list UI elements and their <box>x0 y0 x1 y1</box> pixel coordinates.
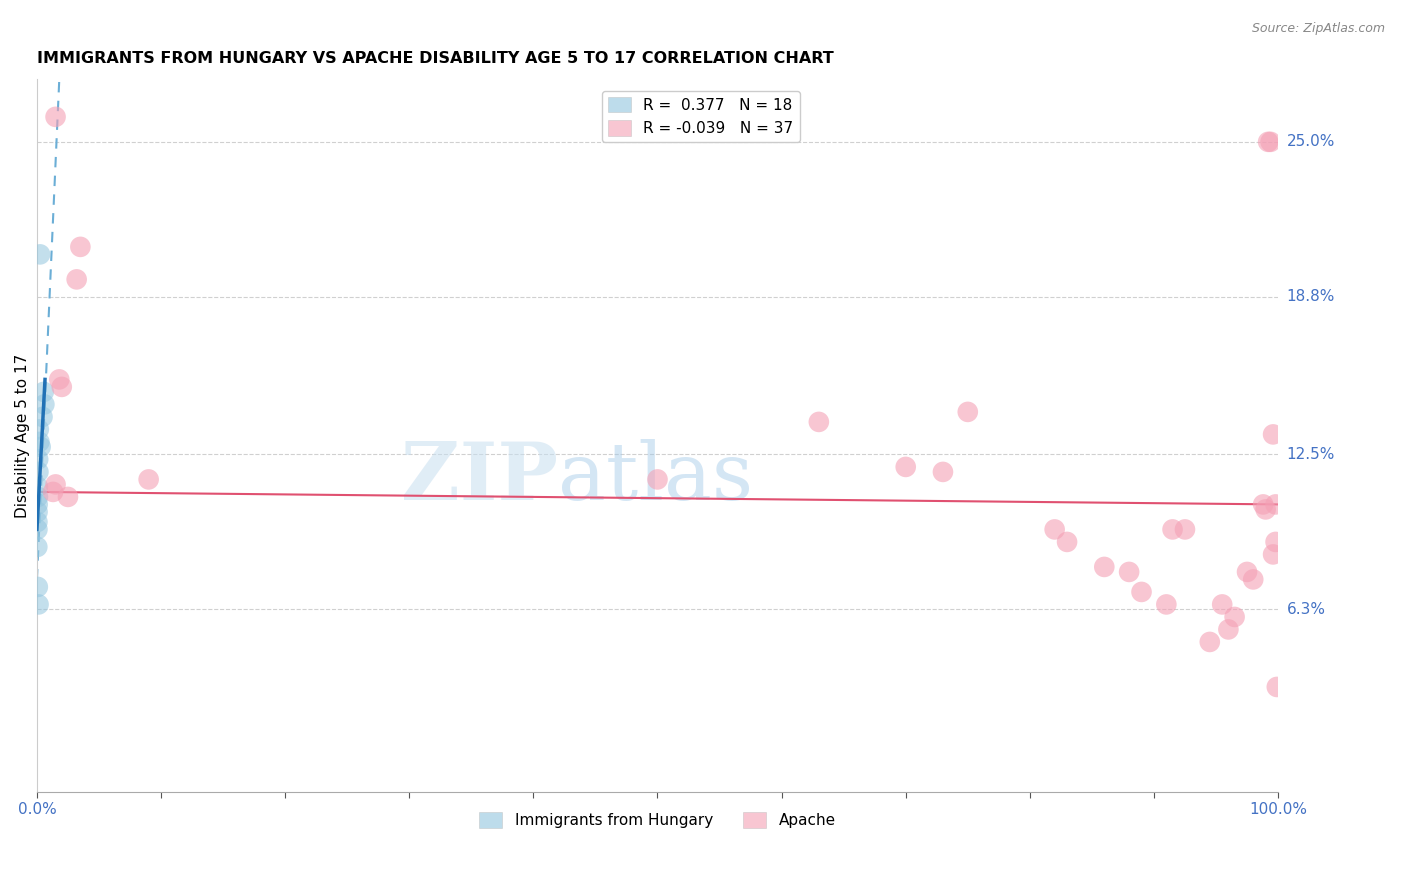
Point <box>27 465 49 479</box>
Point <box>1264 497 1286 511</box>
Point <box>27 490 49 504</box>
Point <box>1092 560 1115 574</box>
Point <box>56 490 79 504</box>
Point <box>807 415 830 429</box>
Point <box>30 440 52 454</box>
Point <box>1174 523 1197 537</box>
Point <box>1118 565 1140 579</box>
Point <box>27 540 49 554</box>
Point <box>1211 598 1233 612</box>
Point <box>1161 523 1184 537</box>
Point <box>1218 623 1240 637</box>
Point <box>34 397 56 411</box>
Point <box>27 598 49 612</box>
Point <box>1251 497 1274 511</box>
Text: 18.8%: 18.8% <box>1286 289 1334 304</box>
Point <box>27 523 49 537</box>
Point <box>1261 427 1284 442</box>
Text: atlas: atlas <box>558 440 754 517</box>
Point <box>1156 598 1178 612</box>
Point <box>66 272 89 286</box>
Point <box>42 484 65 499</box>
Point <box>1261 548 1284 562</box>
Point <box>1236 565 1258 579</box>
Point <box>27 580 49 594</box>
Point <box>28 247 51 261</box>
Point <box>1265 680 1288 694</box>
Point <box>1223 610 1246 624</box>
Point <box>27 452 49 467</box>
Text: 6.3%: 6.3% <box>1286 602 1326 617</box>
Point <box>31 409 53 424</box>
Point <box>69 240 91 254</box>
Point <box>138 472 160 486</box>
Point <box>1260 135 1282 149</box>
Point <box>956 405 979 419</box>
Text: 12.5%: 12.5% <box>1286 447 1334 462</box>
Point <box>1254 502 1277 516</box>
Point <box>27 497 49 511</box>
Point <box>894 459 917 474</box>
Point <box>27 505 49 519</box>
Text: IMMIGRANTS FROM HUNGARY VS APACHE DISABILITY AGE 5 TO 17 CORRELATION CHART: IMMIGRANTS FROM HUNGARY VS APACHE DISABI… <box>37 51 834 66</box>
Point <box>1130 585 1153 599</box>
Point <box>32 384 55 399</box>
Point <box>647 472 669 486</box>
Point <box>1198 635 1220 649</box>
Text: Source: ZipAtlas.com: Source: ZipAtlas.com <box>1251 22 1385 36</box>
Text: 25.0%: 25.0% <box>1286 135 1334 149</box>
Point <box>45 110 67 124</box>
Point <box>1257 135 1279 149</box>
Point <box>932 465 955 479</box>
Point <box>28 422 51 436</box>
Point <box>1241 573 1264 587</box>
Point <box>27 515 49 529</box>
Point <box>1043 523 1066 537</box>
Legend: Immigrants from Hungary, Apache: Immigrants from Hungary, Apache <box>474 806 842 834</box>
Point <box>1264 535 1286 549</box>
Point <box>48 372 70 386</box>
Point <box>28 434 51 449</box>
Y-axis label: Disability Age 5 to 17: Disability Age 5 to 17 <box>15 353 30 517</box>
Point <box>51 380 73 394</box>
Point <box>27 480 49 494</box>
Point <box>1056 535 1078 549</box>
Point <box>45 477 67 491</box>
Text: ZIP: ZIP <box>401 440 558 517</box>
